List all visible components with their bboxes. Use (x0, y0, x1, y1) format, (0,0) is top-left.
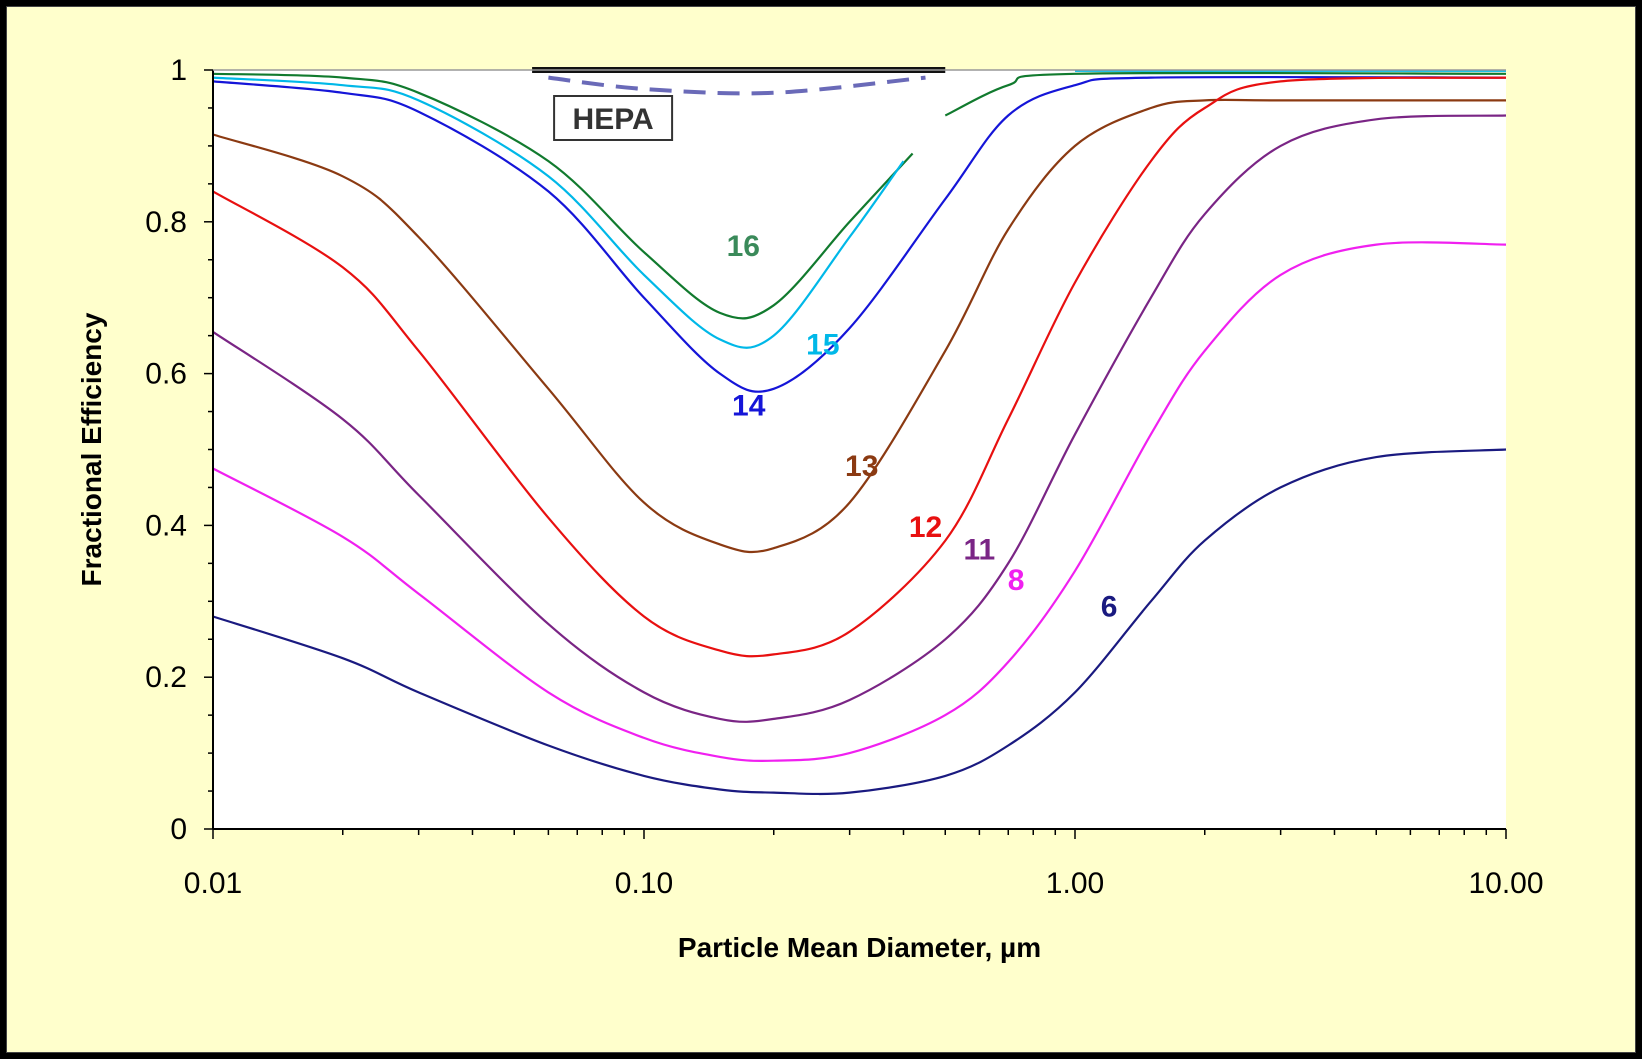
series-label-14: 14 (732, 389, 766, 422)
series-label-15: 15 (806, 329, 839, 362)
series-labels: 16 15 14 13 12 11 8 6 (727, 230, 1118, 624)
y-axis-title: Fractional Efficiency (76, 312, 107, 586)
series-label-11: 11 (964, 534, 996, 567)
series-line-16-tail (944, 71, 1507, 117)
series-line-15 (212, 76, 905, 349)
series-line-11 (212, 114, 1507, 723)
x-tick-label: 1.00 (1046, 867, 1104, 900)
axes (204, 69, 1507, 839)
series-line-12 (212, 76, 1507, 658)
x-tick-label: 10.00 (1468, 867, 1543, 900)
y-tick-label: 0.8 (145, 206, 187, 239)
y-tick-label: 0.4 (145, 509, 187, 542)
series-label-12: 12 (909, 511, 942, 544)
hepa-label: HEPA (573, 103, 654, 136)
efficiency-chart: HEPA 00.20.40.60.810.01 0.10 1.00 10.00 161… (76, 54, 1544, 963)
series-line-13 (212, 98, 1506, 554)
series-label-8: 8 (1008, 564, 1025, 597)
series-label-16: 16 (727, 230, 760, 263)
series-line-6 (212, 448, 1507, 796)
hepa-label-box (553, 95, 674, 141)
y-tick-label: 0 (170, 813, 187, 846)
series-label-13: 13 (845, 450, 878, 483)
series-line-14 (212, 75, 1507, 393)
hepa-dashed-line (548, 75, 926, 96)
x-axis-title: Particle Mean Diameter, µm (678, 932, 1041, 963)
plot-area (213, 70, 1506, 829)
y-tick-label: 0.2 (145, 661, 187, 694)
x-tick-label: 0.01 (184, 867, 242, 900)
series-line-16 (212, 72, 914, 320)
chart-frame: HEPA 0 0.2 0.4 0.6 0.8 1 0.01 0.10 1.00 10.00 16 1… (6, 6, 1636, 1053)
x-tick-label: 0.10 (615, 867, 673, 900)
tick-labels: 0 0.2 0.4 0.6 0.8 1 0.01 0.10 1.00 10.00 (145, 54, 1543, 900)
series-lines (212, 69, 1507, 796)
y-tick-label: 0.6 (145, 358, 187, 391)
y-tick-label: 1 (170, 54, 187, 87)
series-line-8 (212, 241, 1507, 762)
series-label-6: 6 (1101, 590, 1118, 623)
